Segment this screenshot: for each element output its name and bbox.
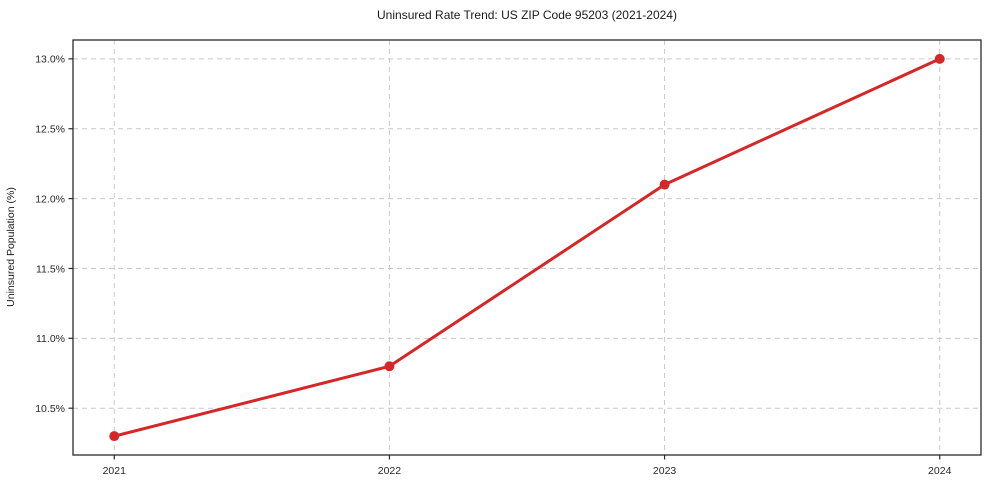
plot-area: 10.5% 11.0% 11.5% 12.0% 12.5% 13.0% 2021 2022 20… <box>35 39 982 477</box>
x-tick-label: 2023 <box>653 465 677 477</box>
y-tick-label: 11.5% <box>36 263 65 275</box>
data-point <box>109 431 120 442</box>
y-tick-label: 12.5% <box>35 124 65 136</box>
y-tick-label: 11.0% <box>36 333 65 345</box>
data-point <box>934 53 945 64</box>
data-point <box>384 361 395 372</box>
x-tick-label: 2021 <box>103 465 127 477</box>
x-tick-label: 2024 <box>928 465 952 477</box>
plot-border <box>72 39 982 456</box>
y-tick-label: 10.5% <box>35 403 65 415</box>
y-tick-label: 12.0% <box>35 193 65 205</box>
y-axis-label: Uninsured Population (%) <box>5 187 17 307</box>
trend-line <box>112 57 942 438</box>
x-tick-label: 2022 <box>378 465 402 477</box>
chart-title: Uninsured Rate Trend: US ZIP Code 95203 … <box>377 8 677 22</box>
data-point <box>659 179 670 190</box>
y-tick-label: 13.0% <box>35 54 65 66</box>
